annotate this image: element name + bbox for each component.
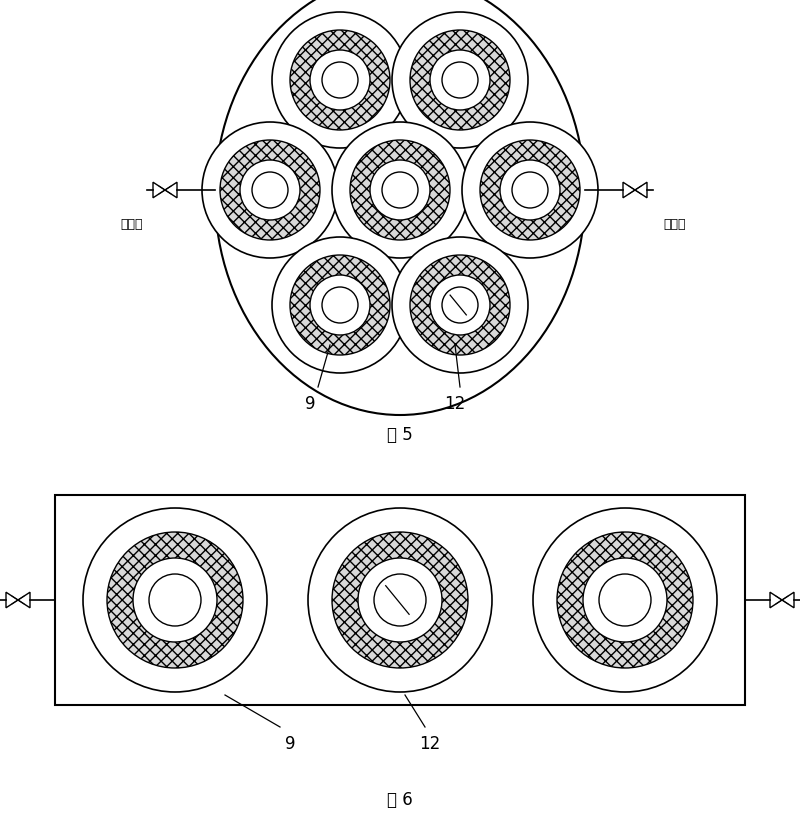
Text: 图 6: 图 6: [387, 791, 413, 809]
Circle shape: [290, 255, 390, 355]
Circle shape: [149, 574, 201, 626]
Circle shape: [599, 574, 651, 626]
Text: 出水口: 出水口: [121, 218, 143, 231]
Circle shape: [583, 558, 667, 642]
Circle shape: [272, 12, 408, 148]
Circle shape: [310, 275, 370, 335]
Circle shape: [410, 30, 510, 130]
Circle shape: [133, 558, 217, 642]
Circle shape: [533, 508, 717, 692]
Circle shape: [370, 160, 430, 220]
Circle shape: [358, 558, 442, 642]
Text: 出水口: 出水口: [663, 218, 686, 231]
Circle shape: [374, 574, 426, 626]
Circle shape: [392, 12, 528, 148]
Text: 9: 9: [285, 735, 295, 753]
Circle shape: [442, 62, 478, 98]
Text: 12: 12: [419, 735, 441, 753]
Text: 图 5: 图 5: [387, 426, 413, 444]
Circle shape: [332, 532, 468, 668]
Circle shape: [83, 508, 267, 692]
Circle shape: [220, 140, 320, 240]
Circle shape: [557, 532, 693, 668]
Circle shape: [442, 287, 478, 323]
Circle shape: [382, 172, 418, 208]
Bar: [55, 495, 745, 705]
Circle shape: [430, 275, 490, 335]
Circle shape: [272, 237, 408, 373]
Circle shape: [322, 287, 358, 323]
Circle shape: [310, 50, 370, 110]
Circle shape: [107, 532, 243, 668]
Circle shape: [322, 62, 358, 98]
Circle shape: [512, 172, 548, 208]
Circle shape: [332, 122, 468, 258]
Circle shape: [480, 140, 580, 240]
Circle shape: [240, 160, 300, 220]
Text: 12: 12: [444, 395, 466, 413]
Circle shape: [500, 160, 560, 220]
Circle shape: [462, 122, 598, 258]
Circle shape: [430, 50, 490, 110]
Circle shape: [350, 140, 450, 240]
Circle shape: [252, 172, 288, 208]
Circle shape: [410, 255, 510, 355]
Text: 9: 9: [305, 395, 315, 413]
Circle shape: [202, 122, 338, 258]
Circle shape: [392, 237, 528, 373]
Ellipse shape: [215, 0, 585, 415]
Circle shape: [290, 30, 390, 130]
Circle shape: [308, 508, 492, 692]
